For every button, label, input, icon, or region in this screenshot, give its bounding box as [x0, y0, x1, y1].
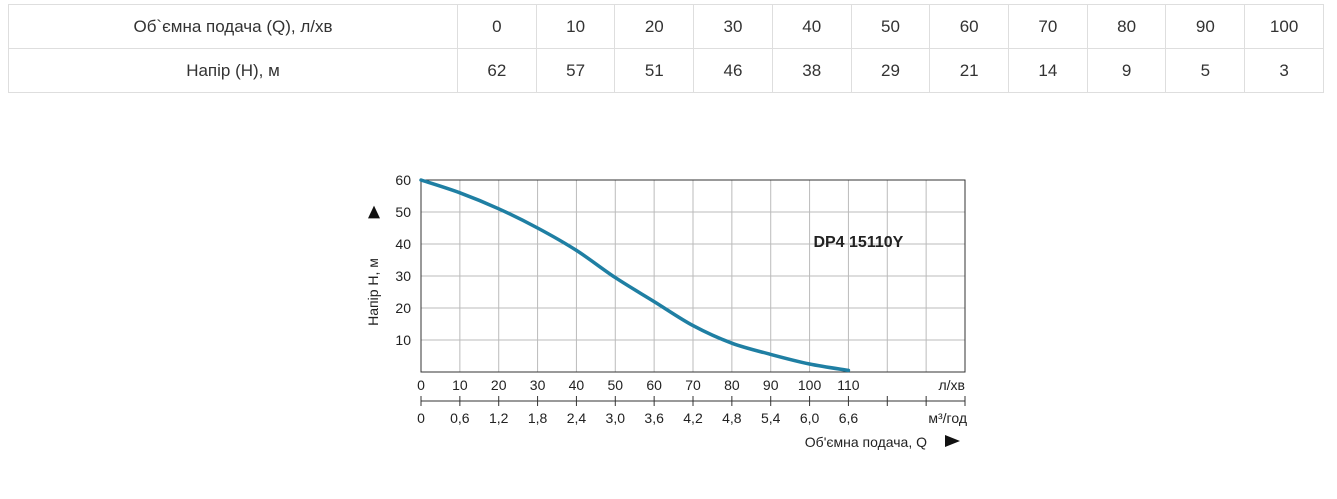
chart-svg: 10 20 30 40 50 60 0 10 20 30 40 50 60 70 80 90 100 110 л/х… — [365, 172, 967, 450]
x-tick-label-secondary: 3,0 — [606, 410, 626, 426]
row-header: Напір (Н), м — [8, 48, 458, 93]
x-tick-label: 30 — [530, 377, 546, 393]
x-tick-label: 60 — [646, 377, 662, 393]
x-tick-label-secondary: 6,6 — [839, 410, 859, 426]
x-tick-label-secondary: 4,8 — [722, 410, 742, 426]
x-tick-label-secondary: 6,0 — [800, 410, 820, 426]
table-cell: 30 — [693, 4, 773, 49]
x-axis-arrow-icon — [945, 435, 960, 447]
table-cell: 5 — [1165, 48, 1246, 93]
table-cell: 10 — [535, 4, 616, 49]
x-tick-label-secondary: 0,6 — [450, 410, 470, 426]
y-tick-label: 10 — [395, 332, 411, 348]
table-cell: 80 — [1086, 4, 1167, 49]
x-tick-label: 90 — [763, 377, 779, 393]
x-axis-title: Об'ємна подача, Q — [805, 434, 927, 450]
y-tick-label: 30 — [395, 268, 411, 284]
y-tick-label: 50 — [395, 204, 411, 220]
plot-frame — [420, 179, 966, 373]
table-cell: 40 — [771, 4, 852, 49]
x-tick-label: 110 — [837, 377, 860, 393]
table-cell: 38 — [771, 48, 852, 93]
x-tick-label: 20 — [491, 377, 507, 393]
x-tick-label: 0 — [417, 377, 425, 393]
table-cell: 57 — [535, 48, 616, 93]
x-tick-label-secondary: 3,6 — [644, 410, 664, 426]
x-tick-label-secondary: 1,2 — [489, 410, 509, 426]
table-cell: 46 — [693, 48, 773, 93]
performance-table: Об`ємна подача (Q), л/хв 0 10 20 30 40 50 60 70 8… — [8, 4, 1324, 93]
table-row: Напір (Н), м 62 57 51 46 38 29 21 14 9 5 3 — [8, 48, 1324, 93]
table-cell: 21 — [929, 48, 1010, 93]
pump-curve-chart: 10 20 30 40 50 60 0 10 20 30 40 50 60 70 80 90 100 110 л/х… — [360, 165, 980, 465]
y-axis-title: Напір Н, м — [365, 258, 381, 326]
table-cell: 51 — [614, 48, 695, 93]
x-tick-label-secondary: 4,2 — [683, 410, 703, 426]
x-tick-label: 50 — [607, 377, 623, 393]
table-cell: 50 — [850, 4, 931, 49]
x-tick-label: 80 — [724, 377, 740, 393]
row-header: Об`ємна подача (Q), л/хв — [8, 4, 458, 49]
y-axis-arrow-icon — [368, 205, 380, 219]
table-row: Об`ємна подача (Q), л/хв 0 10 20 30 40 50 60 70 8… — [8, 4, 1324, 49]
y-tick-label: 20 — [395, 300, 411, 316]
x-tick-label-secondary: 2,4 — [567, 410, 587, 426]
pump-curve-series — [419, 178, 851, 373]
x-tick-label: 10 — [452, 377, 468, 393]
table-cell: 20 — [614, 4, 695, 49]
table-cell: 62 — [457, 48, 537, 93]
x-tick-label-secondary: 5,4 — [761, 410, 781, 426]
table-cell: 9 — [1086, 48, 1167, 93]
model-label: DP4 15110Y — [813, 234, 903, 251]
x-unit-primary: л/хв — [939, 377, 966, 393]
table-cell: 14 — [1008, 48, 1088, 93]
table-cell: 0 — [457, 4, 537, 49]
x-tick-label: 40 — [569, 377, 585, 393]
x-tick-label-secondary: 0 — [417, 410, 425, 426]
y-tick-label: 40 — [395, 236, 411, 252]
x-unit-secondary: м³/год — [928, 410, 967, 426]
table-cell: 60 — [929, 4, 1010, 49]
table-cell: 90 — [1165, 4, 1246, 49]
table-cell: 70 — [1008, 4, 1088, 49]
x-tick-label: 70 — [685, 377, 701, 393]
table-cell: 100 — [1244, 4, 1324, 49]
table-cell: 29 — [850, 48, 931, 93]
x-tick-label: 100 — [798, 377, 822, 393]
y-tick-label: 60 — [395, 172, 411, 188]
table-cell: 3 — [1244, 48, 1324, 93]
x-tick-label-secondary: 1,8 — [528, 410, 548, 426]
